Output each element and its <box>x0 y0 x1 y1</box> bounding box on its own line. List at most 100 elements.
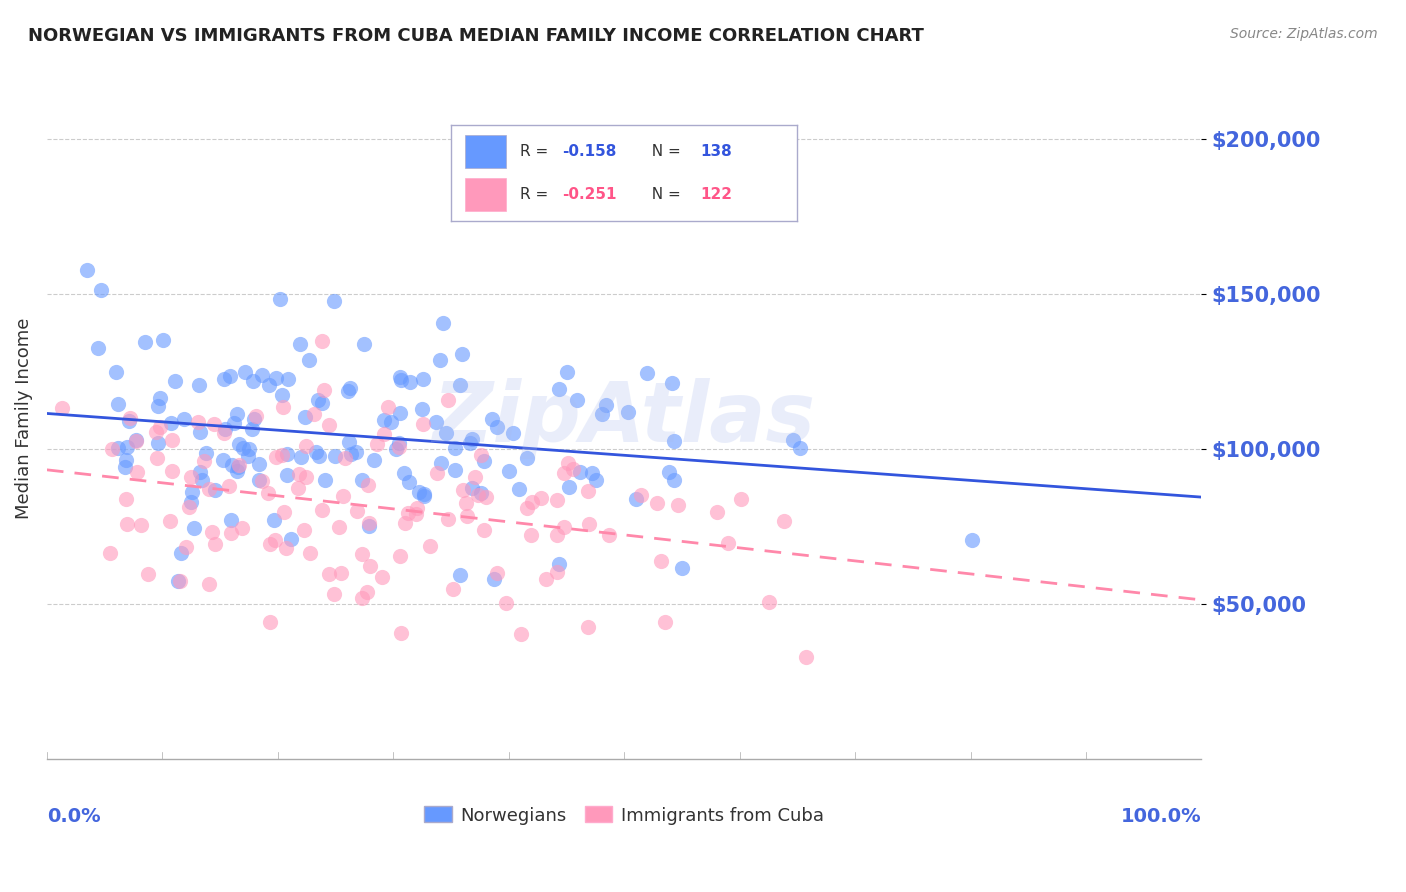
Immigrants from Cuba <box>406 501 429 516</box>
Norwegians <box>425 415 447 429</box>
Norwegians <box>146 399 169 413</box>
Norwegians <box>336 384 359 398</box>
Norwegians <box>152 333 174 347</box>
Immigrants from Cuba <box>668 498 690 512</box>
Immigrants from Cuba <box>366 437 388 451</box>
Norwegians <box>508 482 530 496</box>
Norwegians <box>232 441 254 455</box>
Immigrants from Cuba <box>388 549 411 563</box>
Norwegians <box>591 408 613 422</box>
Norwegians <box>789 441 811 455</box>
Text: ZipAtlas: ZipAtlas <box>433 377 815 458</box>
Text: 100.0%: 100.0% <box>1121 806 1202 826</box>
Immigrants from Cuba <box>454 496 477 510</box>
Immigrants from Cuba <box>160 464 183 478</box>
Immigrants from Cuba <box>773 514 796 528</box>
Norwegians <box>180 485 202 500</box>
Norwegians <box>250 368 273 382</box>
Norwegians <box>238 450 260 464</box>
Norwegians <box>219 369 242 384</box>
Norwegians <box>658 465 681 479</box>
Norwegians <box>472 454 495 468</box>
Immigrants from Cuba <box>510 627 533 641</box>
Norwegians <box>183 521 205 535</box>
Immigrants from Cuba <box>377 400 399 414</box>
Immigrants from Cuba <box>456 508 478 523</box>
Norwegians <box>76 263 98 277</box>
Norwegians <box>243 412 266 426</box>
Immigrants from Cuba <box>187 415 209 429</box>
Norwegians <box>115 440 138 454</box>
Norwegians <box>160 416 183 430</box>
Norwegians <box>280 532 302 546</box>
Norwegians <box>277 372 299 386</box>
Immigrants from Cuba <box>193 454 215 468</box>
Immigrants from Cuba <box>101 442 124 456</box>
Immigrants from Cuba <box>405 507 427 521</box>
Immigrants from Cuba <box>287 481 309 495</box>
Immigrants from Cuba <box>553 519 575 533</box>
Norwegians <box>595 398 617 412</box>
Norwegians <box>389 406 412 420</box>
Text: Source: ZipAtlas.com: Source: ZipAtlas.com <box>1230 27 1378 41</box>
Norwegians <box>516 450 538 465</box>
Norwegians <box>219 513 242 527</box>
Immigrants from Cuba <box>562 462 585 476</box>
Immigrants from Cuba <box>332 489 354 503</box>
Norwegians <box>294 410 316 425</box>
Norwegians <box>212 453 235 467</box>
Norwegians <box>270 388 292 402</box>
Norwegians <box>115 453 138 467</box>
Immigrants from Cuba <box>169 574 191 588</box>
Immigrants from Cuba <box>311 503 333 517</box>
Norwegians <box>664 434 686 448</box>
Norwegians <box>373 413 395 427</box>
Norwegians <box>782 433 804 447</box>
Norwegians <box>228 437 250 451</box>
Immigrants from Cuba <box>647 496 669 510</box>
Norwegians <box>344 445 367 459</box>
Norwegians <box>180 495 202 509</box>
Norwegians <box>214 422 236 436</box>
Norwegians <box>411 402 433 417</box>
Immigrants from Cuba <box>598 528 620 542</box>
Immigrants from Cuba <box>412 417 434 431</box>
Norwegians <box>238 442 260 456</box>
Norwegians <box>298 353 321 368</box>
Immigrants from Cuba <box>264 533 287 548</box>
Norwegians <box>557 480 579 494</box>
Immigrants from Cuba <box>467 488 489 502</box>
Immigrants from Cuba <box>346 504 368 518</box>
Immigrants from Cuba <box>257 486 280 500</box>
Immigrants from Cuba <box>287 467 309 481</box>
Immigrants from Cuba <box>426 466 449 480</box>
Immigrants from Cuba <box>359 516 381 530</box>
Norwegians <box>263 513 285 527</box>
Immigrants from Cuba <box>120 410 142 425</box>
Norwegians <box>408 485 430 500</box>
Norwegians <box>568 465 591 479</box>
Norwegians <box>481 412 503 426</box>
Text: NORWEGIAN VS IMMIGRANTS FROM CUBA MEDIAN FAMILY INCOME CORRELATION CHART: NORWEGIAN VS IMMIGRANTS FROM CUBA MEDIAN… <box>28 27 924 45</box>
Norwegians <box>264 370 287 384</box>
Immigrants from Cuba <box>516 500 538 515</box>
Norwegians <box>430 456 453 470</box>
Norwegians <box>555 365 578 379</box>
Norwegians <box>311 396 333 410</box>
Norwegians <box>460 432 482 446</box>
Norwegians <box>671 560 693 574</box>
Immigrants from Cuba <box>218 479 240 493</box>
Norwegians <box>214 372 236 386</box>
Norwegians <box>188 465 211 479</box>
Norwegians <box>585 473 607 487</box>
Immigrants from Cuba <box>546 527 568 541</box>
Immigrants from Cuba <box>437 512 460 526</box>
Immigrants from Cuba <box>127 465 149 479</box>
Immigrants from Cuba <box>495 596 517 610</box>
Immigrants from Cuba <box>98 546 121 560</box>
Immigrants from Cuba <box>576 619 599 633</box>
Immigrants from Cuba <box>149 420 172 434</box>
Immigrants from Cuba <box>371 570 394 584</box>
Norwegians <box>443 441 465 455</box>
Immigrants from Cuba <box>159 514 181 528</box>
